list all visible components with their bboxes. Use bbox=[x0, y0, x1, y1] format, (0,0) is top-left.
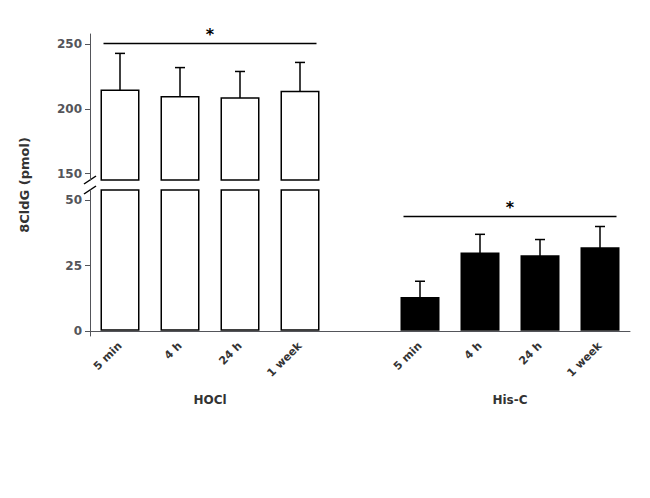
svg-text:200: 200 bbox=[57, 102, 82, 116]
svg-text:5 min: 5 min bbox=[391, 339, 425, 373]
svg-text:8CldG (pmol): 8CldG (pmol) bbox=[17, 137, 32, 233]
svg-text:HOCl: HOCl bbox=[193, 393, 226, 407]
svg-text:5 min: 5 min bbox=[91, 339, 125, 373]
svg-text:1 week: 1 week bbox=[264, 339, 305, 380]
svg-text:24 h: 24 h bbox=[216, 339, 244, 367]
svg-text:24 h: 24 h bbox=[516, 339, 544, 367]
svg-text:4 h: 4 h bbox=[162, 339, 185, 362]
svg-text:*: * bbox=[506, 198, 515, 217]
svg-text:0: 0 bbox=[74, 324, 82, 338]
svg-text:His-C: His-C bbox=[492, 393, 527, 407]
svg-text:50: 50 bbox=[65, 193, 82, 207]
svg-text:25: 25 bbox=[65, 259, 82, 273]
svg-text:150: 150 bbox=[57, 167, 82, 181]
svg-text:1 week: 1 week bbox=[564, 339, 605, 380]
svg-text:4 h: 4 h bbox=[462, 339, 485, 362]
svg-text:*: * bbox=[206, 25, 215, 44]
svg-text:250: 250 bbox=[57, 37, 82, 51]
